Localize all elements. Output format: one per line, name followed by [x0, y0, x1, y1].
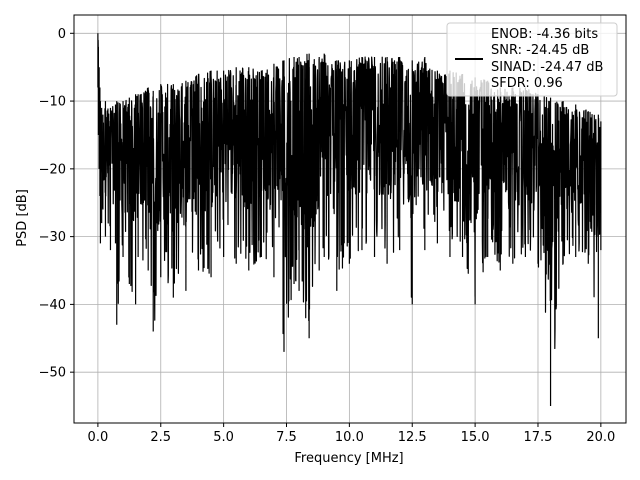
y-tick-label-1: −10: [39, 95, 66, 110]
legend: ENOB: -4.36 bits SNR: -24.45 dB SINAD: -…: [446, 22, 618, 97]
legend-box: [446, 22, 618, 97]
axes: [70, 14, 627, 427]
psd-series: [97, 33, 602, 407]
x-tick-label-2: 5.0: [213, 430, 234, 445]
plot-frame: [73, 14, 627, 424]
legend-entry-sfdr: SFDR: 0.96: [491, 76, 563, 91]
legend-entry-sinad: SINAD: -24.47 dB: [491, 60, 603, 75]
y-tick-label-4: −40: [39, 298, 66, 313]
y-tick-label-3: −30: [39, 230, 66, 245]
legend-entry-enob: ENOB: -4.36 bits: [491, 27, 598, 42]
x-tick-label-1: 2.5: [150, 430, 171, 445]
x-tick-label-0: 0.0: [88, 430, 109, 445]
x-axis-title: Frequency [MHz]: [294, 451, 403, 466]
y-tick-label-0: 0: [58, 27, 66, 42]
psd-line: [97, 33, 602, 407]
x-tick-label-3: 7.5: [276, 430, 297, 445]
tick-labels: 0.0 2.5 5.0 7.5 10.0 12.5 15.0 17.5 20.0 0 −10 −20 −…: [39, 27, 616, 445]
x-tick-label-6: 15.0: [461, 430, 490, 445]
y-tick-label-5: −50: [39, 366, 66, 381]
x-tick-label-5: 12.5: [398, 430, 427, 445]
x-tick-label-7: 17.5: [524, 430, 553, 445]
y-axis-title: PSD [dB]: [15, 189, 30, 247]
x-tick-label-8: 20.0: [586, 430, 615, 445]
legend-entry-snr: SNR: -24.45 dB: [491, 43, 589, 58]
y-tick-label-2: −20: [39, 162, 66, 177]
x-tick-label-4: 10.0: [335, 430, 364, 445]
